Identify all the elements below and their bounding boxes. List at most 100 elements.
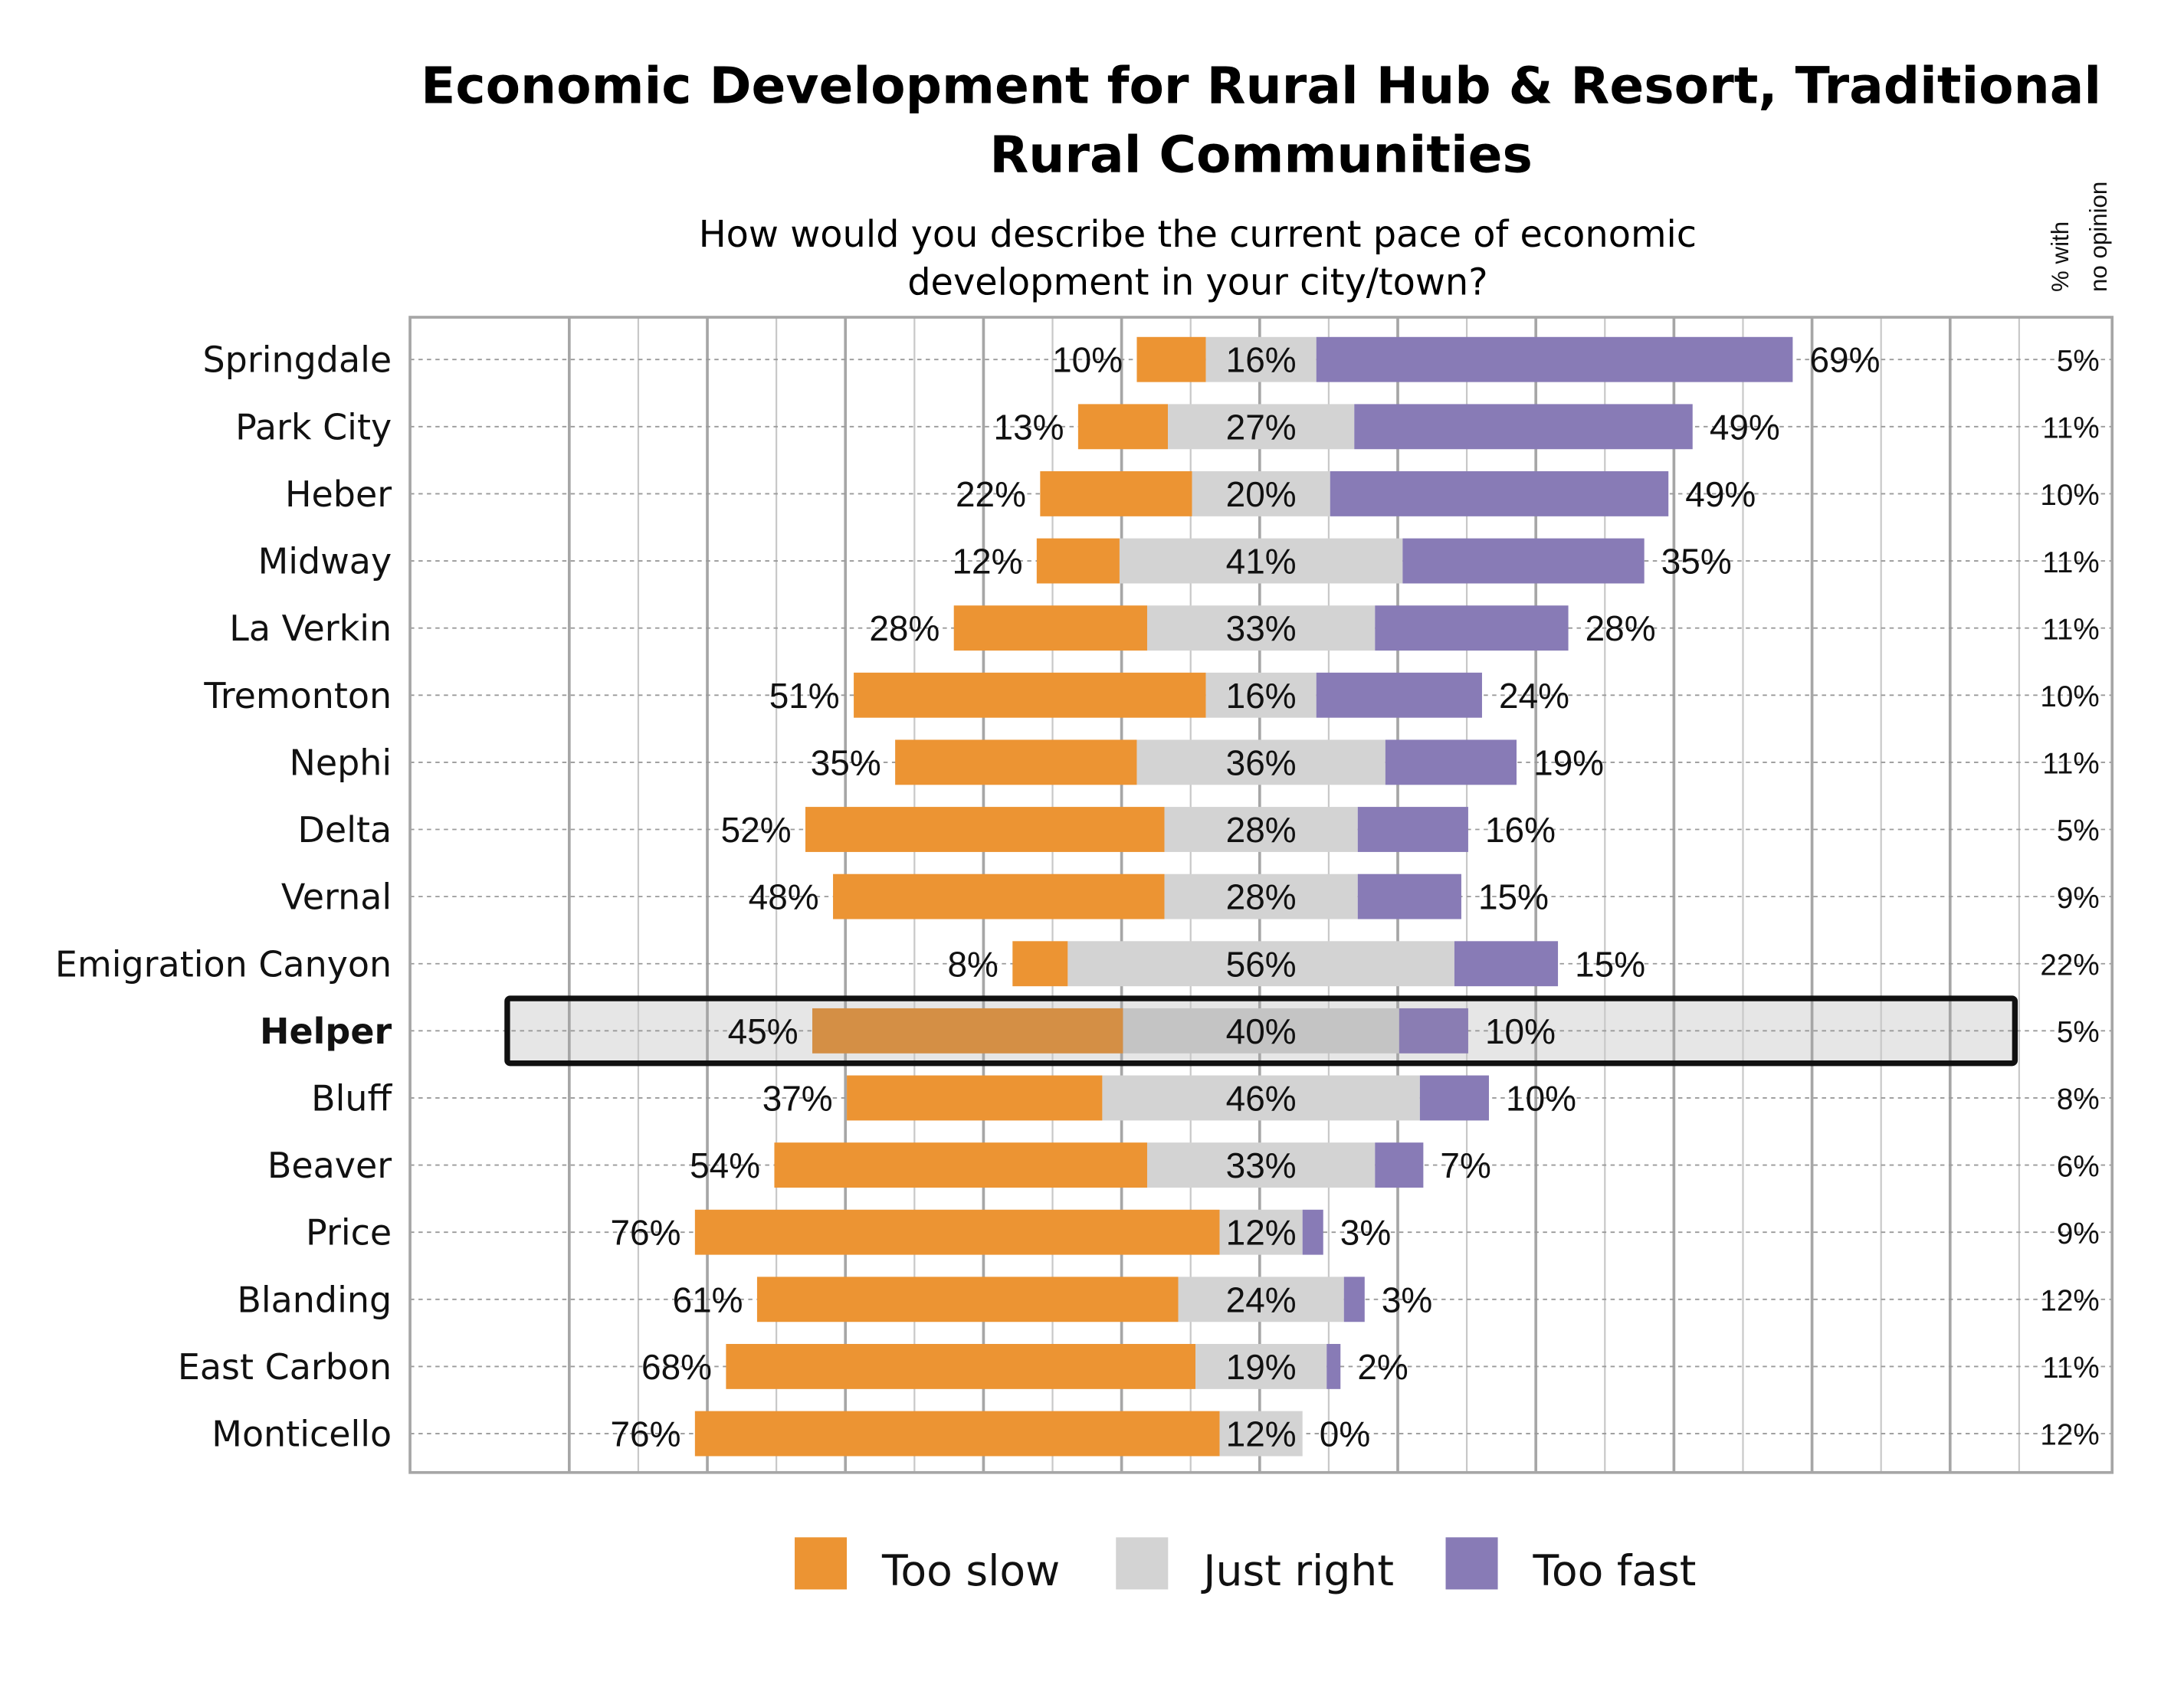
too-slow-value-label: 68% bbox=[641, 1347, 712, 1387]
no-opinion-value-label: 10% bbox=[2040, 680, 2099, 713]
category-label: La Verkin bbox=[229, 608, 392, 649]
category-label: Delta bbox=[298, 809, 392, 850]
bar-too-fast bbox=[1375, 605, 1569, 651]
too-slow-value-label: 76% bbox=[610, 1213, 680, 1253]
too-slow-value-label: 76% bbox=[610, 1414, 680, 1454]
bar-too-fast bbox=[1357, 807, 1468, 852]
bar-too-fast bbox=[1316, 336, 1793, 382]
bar-just-right bbox=[1205, 336, 1317, 382]
category-label: Monticello bbox=[212, 1414, 392, 1455]
bar-too-slow bbox=[895, 739, 1137, 785]
no-opinion-value-label: 9% bbox=[2057, 882, 2100, 915]
bar-too-fast bbox=[1357, 873, 1461, 919]
just-right-value-label: 36% bbox=[1226, 742, 1297, 782]
bar-too-slow bbox=[1012, 941, 1068, 987]
bar-too-slow bbox=[812, 1008, 1123, 1054]
legend-swatch-too-fast bbox=[1445, 1537, 1498, 1590]
too-slow-value-label: 13% bbox=[994, 407, 1064, 447]
bar-just-right bbox=[1164, 807, 1358, 852]
bar-too-fast bbox=[1316, 672, 1482, 718]
bar-too-fast bbox=[1385, 739, 1517, 785]
bar-too-slow bbox=[847, 1075, 1103, 1121]
too-fast-value-label: 10% bbox=[1506, 1079, 1576, 1119]
too-slow-value-label: 52% bbox=[721, 810, 792, 850]
category-label: Heber bbox=[285, 474, 392, 515]
no-opinion-value-label: 11% bbox=[2042, 1352, 2099, 1385]
bar-too-slow bbox=[774, 1142, 1147, 1188]
legend-swatch-too-slow bbox=[795, 1537, 848, 1590]
bar-just-right bbox=[1219, 1411, 1303, 1457]
too-fast-value-label: 35% bbox=[1661, 542, 1732, 582]
just-right-value-label: 28% bbox=[1226, 877, 1297, 917]
bar-too-slow bbox=[1040, 471, 1192, 516]
bar-too-fast bbox=[1330, 471, 1669, 516]
no-opinion-value-label: 11% bbox=[2042, 412, 2099, 445]
subtitle-line-2: development in your city/town? bbox=[907, 262, 1487, 304]
bar-too-fast bbox=[1354, 404, 1693, 450]
just-right-value-label: 12% bbox=[1226, 1213, 1297, 1253]
just-right-value-label: 41% bbox=[1226, 542, 1297, 582]
bar-too-fast bbox=[1302, 1209, 1323, 1255]
category-label: Springdale bbox=[202, 339, 392, 381]
bar-just-right bbox=[1146, 1142, 1376, 1188]
bar-too-slow bbox=[805, 807, 1165, 852]
bar-just-right bbox=[1119, 538, 1403, 584]
no-opinion-value-label: 11% bbox=[2042, 546, 2099, 579]
bar-just-right bbox=[1168, 404, 1355, 450]
just-right-value-label: 19% bbox=[1226, 1347, 1297, 1387]
just-right-value-label: 24% bbox=[1226, 1280, 1297, 1319]
bar-just-right bbox=[1102, 1075, 1420, 1121]
bar-just-right bbox=[1205, 672, 1317, 718]
too-fast-value-label: 3% bbox=[1340, 1213, 1391, 1253]
no-opinion-value-label: 9% bbox=[2057, 1218, 2100, 1250]
too-fast-value-label: 10% bbox=[1485, 1011, 1556, 1051]
just-right-value-label: 56% bbox=[1226, 944, 1297, 984]
title-line-1: Economic Development for Rural Hub & Res… bbox=[421, 57, 2101, 116]
no-opinion-value-label: 11% bbox=[2042, 748, 2099, 781]
category-label: Emigration Canyon bbox=[55, 943, 392, 985]
too-fast-value-label: 49% bbox=[1710, 407, 1780, 447]
bar-too-fast bbox=[1454, 941, 1559, 987]
bar-too-slow bbox=[1036, 538, 1120, 584]
bar-too-slow bbox=[1136, 336, 1206, 382]
legend-swatch-just-right bbox=[1116, 1537, 1169, 1590]
category-label: Vernal bbox=[281, 877, 392, 918]
bar-just-right bbox=[1195, 1344, 1327, 1389]
bar-too-slow bbox=[953, 605, 1147, 651]
bar-just-right bbox=[1192, 471, 1330, 516]
category-label: Park City bbox=[235, 406, 392, 447]
legend: Too slow Just right Too fast bbox=[795, 1537, 1696, 1596]
legend-label: Too fast bbox=[1533, 1547, 1697, 1596]
bar-just-right bbox=[1123, 1008, 1399, 1054]
too-slow-value-label: 37% bbox=[762, 1079, 833, 1119]
category-label: Price bbox=[306, 1212, 392, 1254]
no-opinion-header: % with no opinion bbox=[2047, 182, 2112, 292]
bar-too-slow bbox=[694, 1411, 1220, 1457]
just-right-value-label: 16% bbox=[1226, 340, 1297, 380]
no-opinion-value-label: 11% bbox=[2042, 613, 2099, 646]
too-fast-value-label: 7% bbox=[1440, 1145, 1490, 1185]
highlight-box bbox=[504, 995, 2018, 1067]
bar-too-fast bbox=[1375, 1142, 1424, 1188]
just-right-value-label: 27% bbox=[1226, 407, 1297, 447]
bar-too-fast bbox=[1399, 1008, 1468, 1054]
bar-just-right bbox=[1146, 605, 1376, 651]
category-label: Bluff bbox=[311, 1078, 392, 1119]
too-fast-value-label: 16% bbox=[1485, 810, 1556, 850]
chart-subtitle: How would you describe the current pace … bbox=[699, 214, 1697, 304]
legend-label: Just right bbox=[1201, 1547, 1394, 1596]
category-label: Midway bbox=[258, 541, 392, 582]
bar-too-fast bbox=[1402, 538, 1645, 584]
bar-too-fast bbox=[1419, 1075, 1489, 1121]
no-opinion-value-label: 10% bbox=[2040, 479, 2099, 512]
bar-just-right bbox=[1219, 1209, 1303, 1255]
too-slow-value-label: 10% bbox=[1052, 340, 1123, 380]
plot-area: Springdale 10% 16% 69% 5% Park City 13% 27% 49% 1… bbox=[55, 316, 2114, 1474]
title-line-2: Rural Communities bbox=[989, 126, 1533, 185]
too-fast-value-label: 3% bbox=[1382, 1280, 1432, 1319]
bar-too-slow bbox=[726, 1344, 1196, 1389]
too-slow-value-label: 8% bbox=[947, 944, 998, 984]
no-opinion-value-label: 12% bbox=[2040, 1285, 2099, 1318]
no-opinion-header-line-2: no opinion bbox=[2085, 182, 2112, 292]
